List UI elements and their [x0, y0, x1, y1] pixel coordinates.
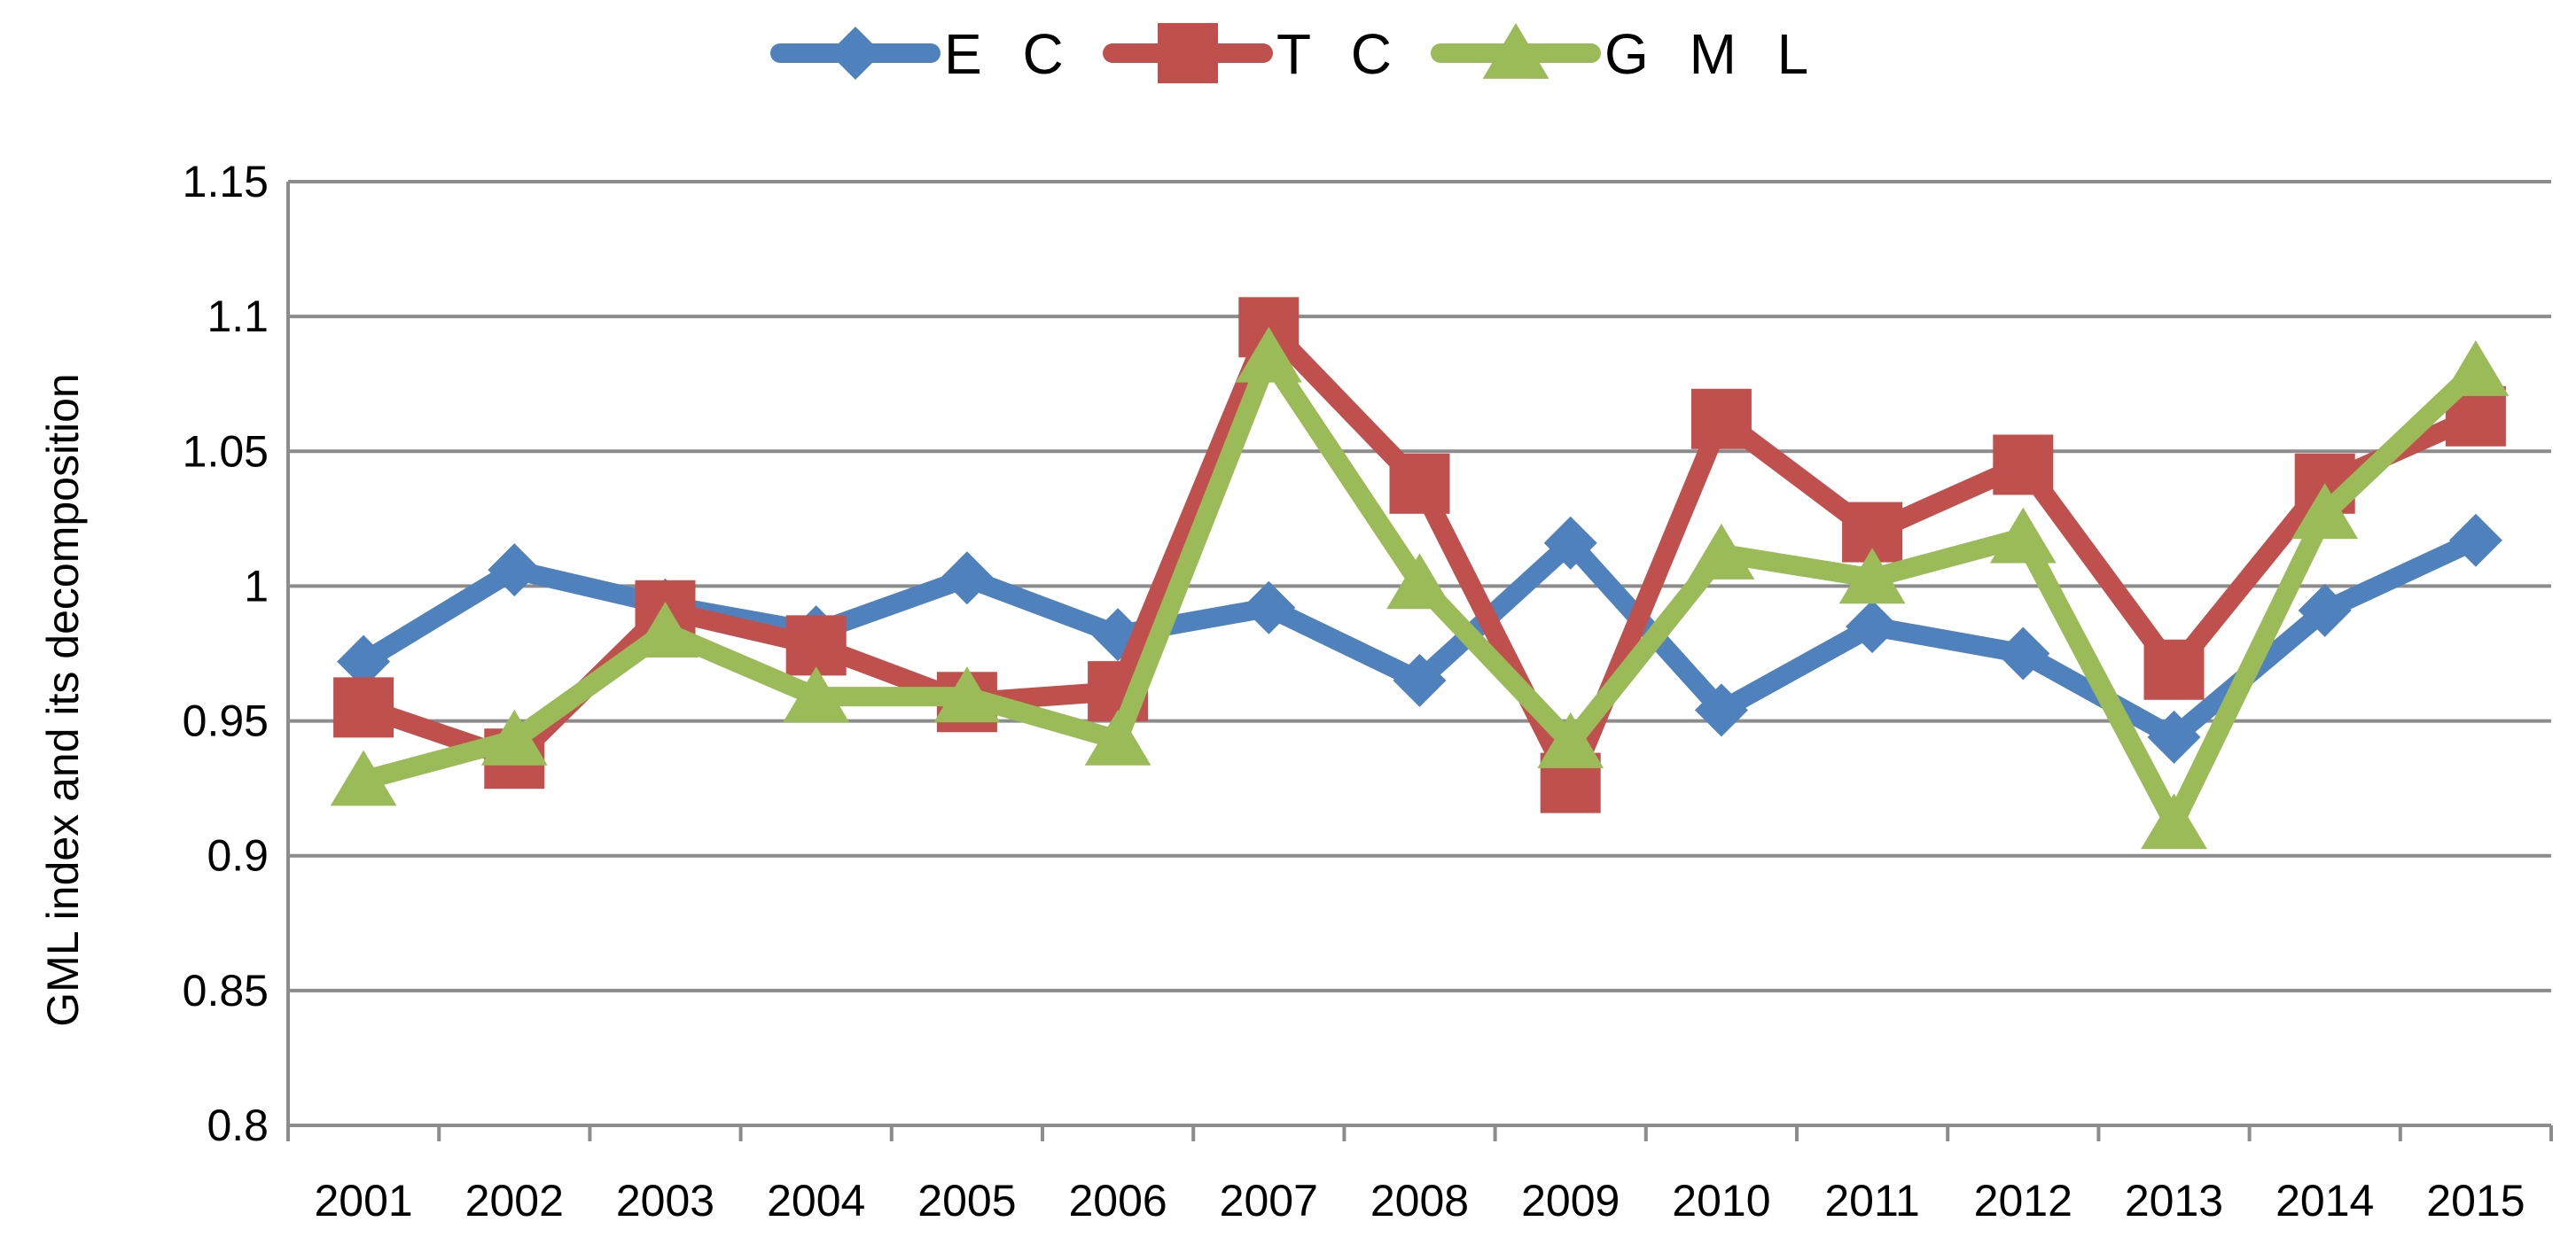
data-point-gml [1688, 523, 1755, 580]
y-tick-label: 0.85 [183, 966, 269, 1015]
x-tick-label: 2003 [616, 1176, 714, 1226]
data-point-gml [1989, 507, 2057, 564]
data-point-gml [1386, 553, 1453, 610]
data-point-gml [783, 666, 850, 723]
y-axis-label: GML index and its decomposition [38, 373, 88, 1026]
legend-entry-tc: T C [1103, 22, 1404, 86]
legend-label-ec: E C [944, 22, 1076, 86]
x-tick-label: 2010 [1672, 1176, 1770, 1226]
data-point-gml [933, 666, 1001, 723]
legend-entry-ec: E C [770, 22, 1076, 86]
legend-marker-tc [1158, 23, 1218, 83]
data-point-gml [1084, 709, 1151, 766]
data-point-tc [785, 615, 847, 676]
x-tick-label: 2012 [1974, 1176, 2073, 1226]
data-point-ec [2448, 513, 2502, 567]
y-tick-label: 0.95 [183, 696, 269, 746]
data-point-ec [2298, 583, 2352, 637]
data-point-gml [1537, 712, 1604, 768]
x-tick-label: 2007 [1220, 1176, 1318, 1226]
x-tick-label: 2008 [1370, 1176, 1469, 1226]
x-tick-label: 2005 [917, 1176, 1016, 1226]
x-tick-label: 2009 [1521, 1176, 1620, 1226]
data-point-gml [330, 750, 397, 806]
x-tick-label: 2013 [2125, 1176, 2223, 1226]
x-tick-label: 2001 [314, 1176, 412, 1226]
x-tick-label: 2006 [1068, 1176, 1167, 1226]
data-point-ec [1393, 653, 1447, 707]
legend-marker-ec [829, 27, 882, 80]
data-point-gml [2442, 340, 2510, 396]
data-point-gml [1235, 326, 1302, 383]
y-tick-label: 1 [244, 561, 269, 611]
data-point-tc [1690, 388, 1752, 449]
y-tick-label: 1.05 [183, 426, 269, 476]
data-point-ec [2147, 710, 2201, 764]
x-tick-label: 2014 [2275, 1176, 2374, 1226]
data-point-tc [333, 677, 394, 738]
data-point-gml [1838, 548, 1906, 604]
data-point-gml [632, 602, 699, 658]
data-point-tc [1993, 434, 2054, 495]
data-point-ec [940, 551, 994, 605]
series-gml [330, 326, 2510, 850]
x-tick-label: 2004 [767, 1176, 865, 1226]
data-point-gml [2291, 483, 2359, 540]
y-tick-label: 0.9 [207, 831, 269, 881]
data-point-ec [337, 634, 391, 689]
x-tick-label: 2011 [1824, 1176, 1920, 1226]
data-point-gml [480, 709, 548, 766]
data-point-ec [1543, 516, 1597, 570]
x-tick-label: 2015 [2426, 1176, 2525, 1226]
data-point-gml [2141, 793, 2207, 850]
data-point-ec [488, 543, 542, 597]
x-tick-label: 2002 [465, 1176, 564, 1226]
data-point-ec [1996, 626, 2050, 681]
series-group [330, 297, 2510, 850]
y-tick-label: 1.15 [183, 157, 269, 206]
data-point-ec [1846, 600, 1900, 654]
legend-label-tc: T C [1276, 22, 1404, 86]
data-point-ec [1242, 580, 1296, 634]
legend-entry-gml: G M L [1431, 22, 1821, 86]
y-tick-label: 1.1 [207, 292, 269, 341]
legend-label-gml: G M L [1604, 22, 1821, 86]
legend-marker-gml [1482, 23, 1550, 79]
data-point-tc [1389, 453, 1450, 514]
axes: 0.8 0.85 0.9 0.95 1 1.05 1.1 1.15 2001 2002 2003 20… [183, 157, 2553, 1226]
data-point-ec [1694, 683, 1748, 737]
data-point-tc [2143, 639, 2205, 700]
y-tick-label: 0.8 [207, 1101, 269, 1150]
